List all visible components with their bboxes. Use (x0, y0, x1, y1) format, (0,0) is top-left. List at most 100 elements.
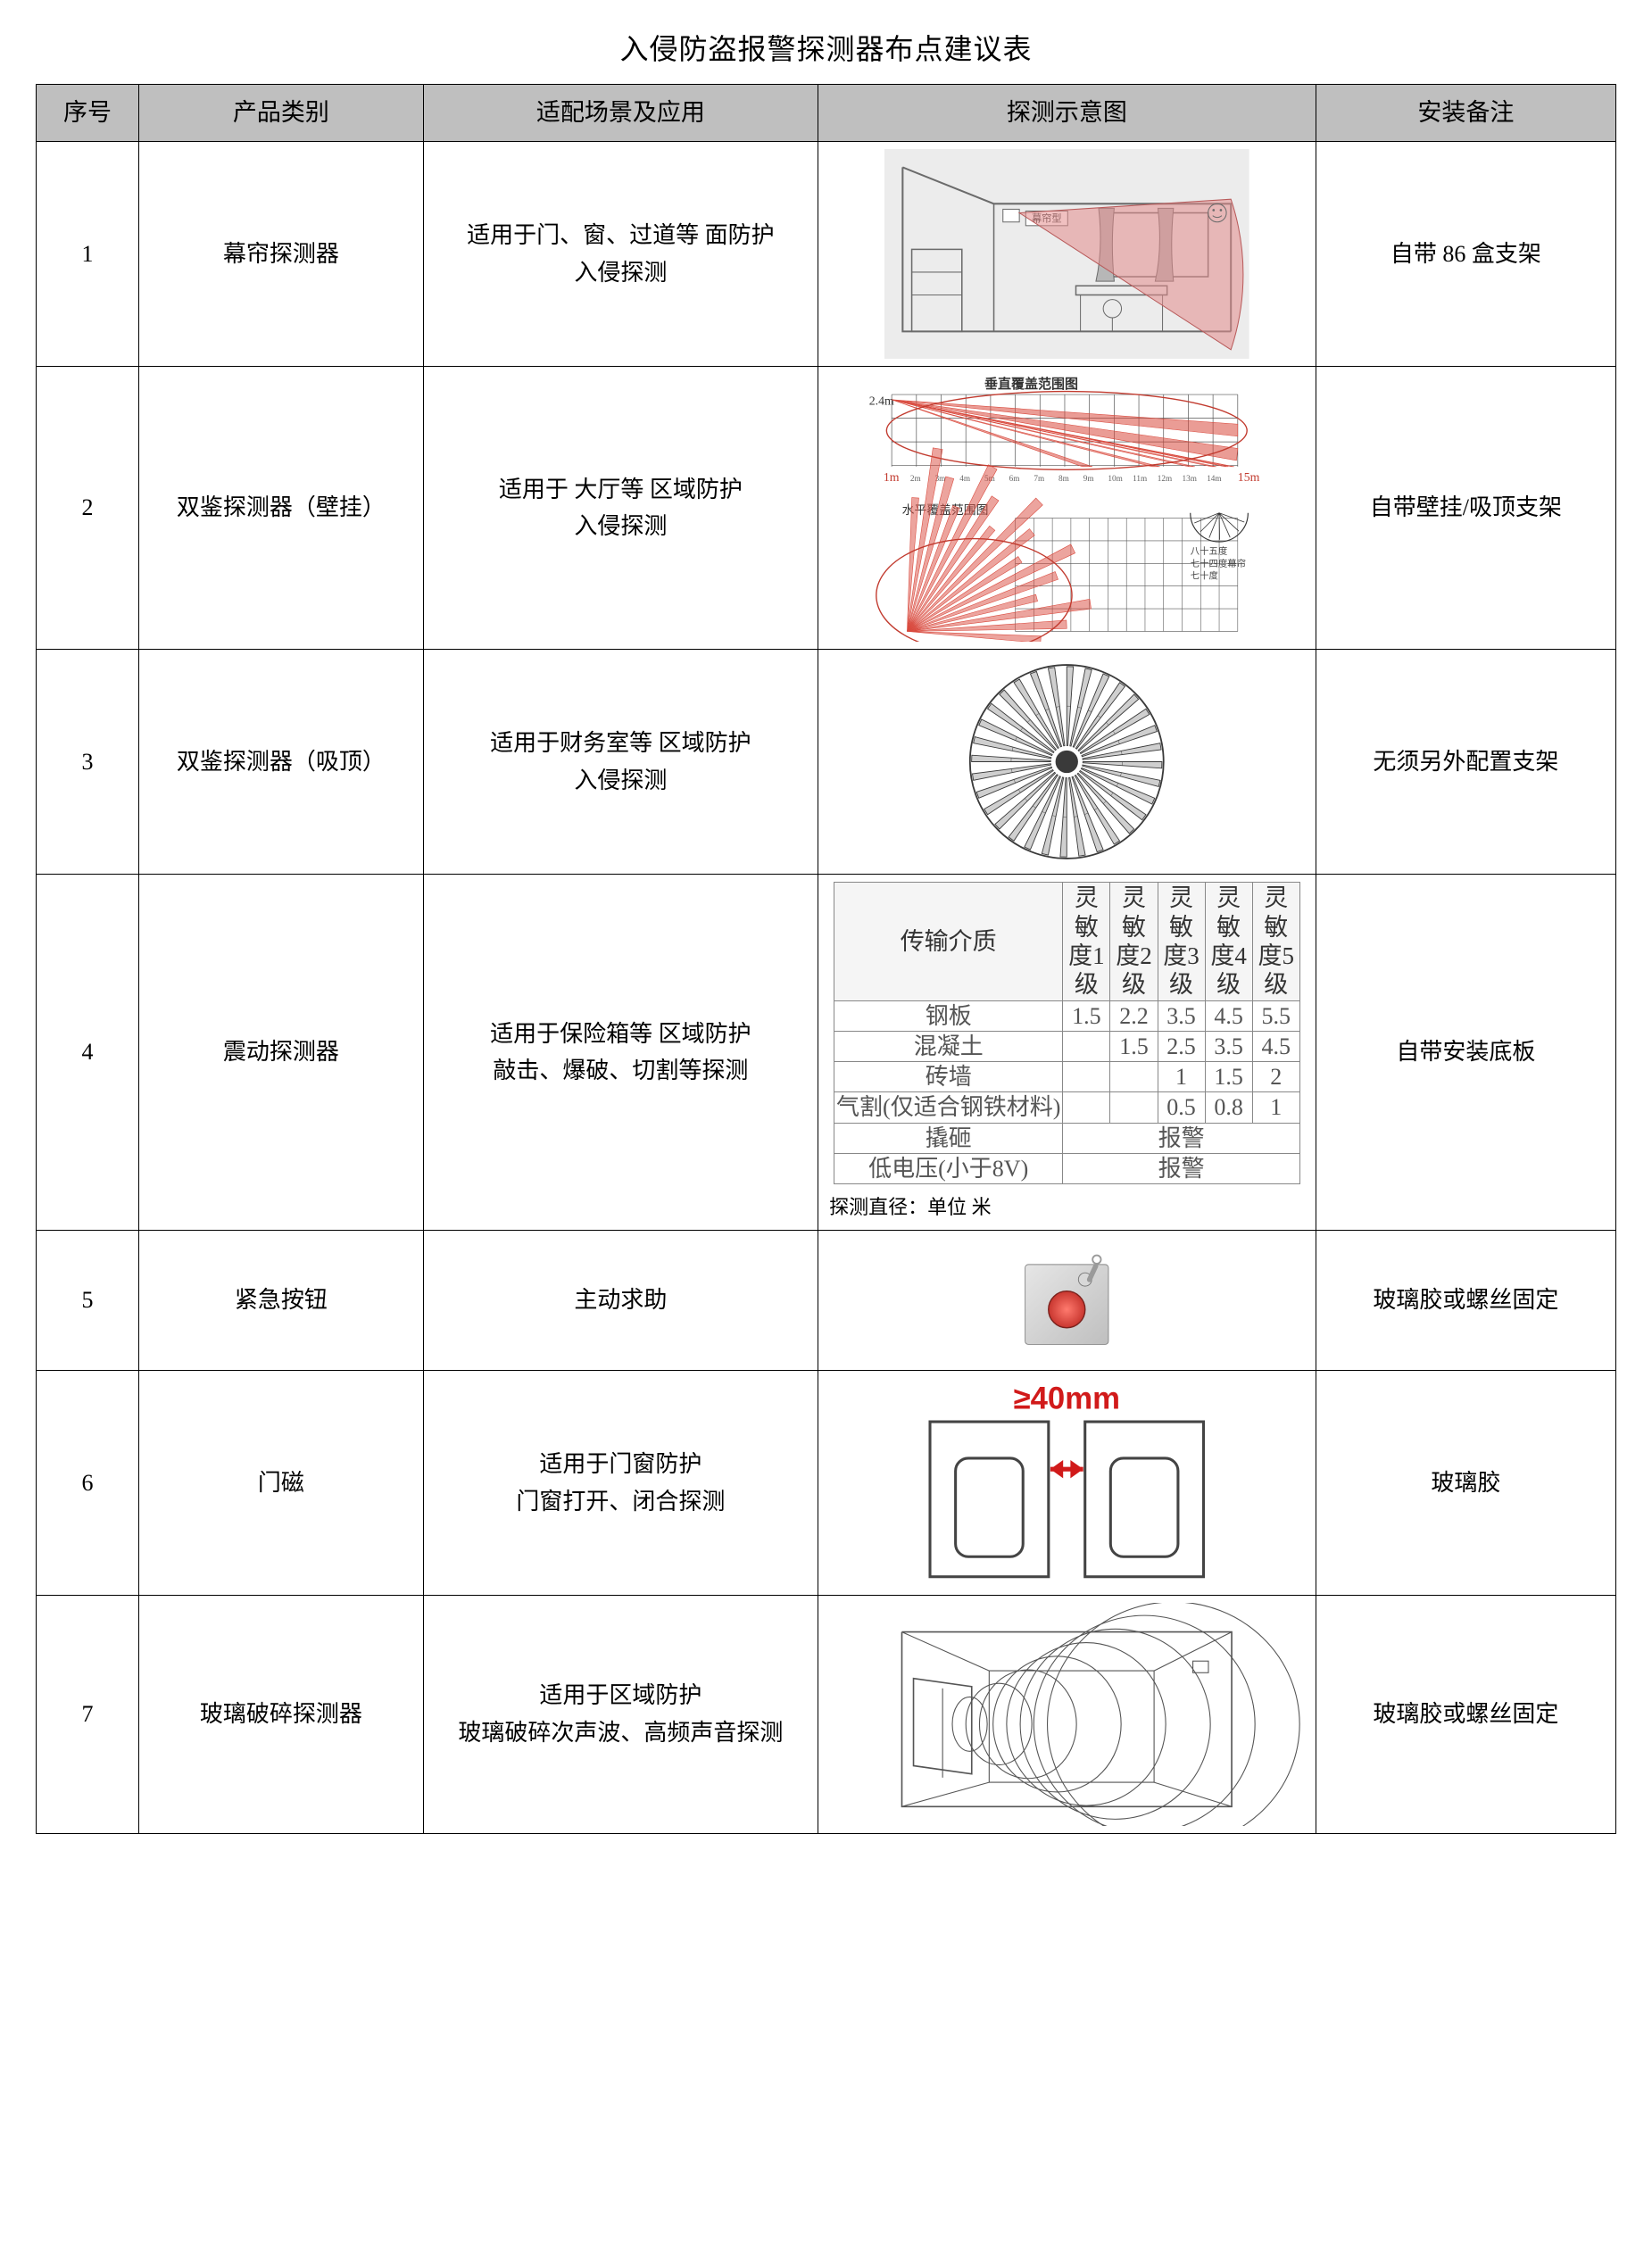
cell-note: 自带 86 盒支架 (1316, 142, 1615, 367)
table-header-row: 序号 产品类别 适配场景及应用 探测示意图 安装备注 (37, 85, 1616, 142)
cell-note: 玻璃胶或螺丝固定 (1316, 1231, 1615, 1371)
cell-scene: 适用于门、窗、过道等 面防护入侵探测 (423, 142, 818, 367)
cell-diagram (818, 1231, 1316, 1371)
svg-text:12m: 12m (1158, 474, 1173, 483)
cell-note: 玻璃胶 (1316, 1371, 1615, 1596)
diagram-panic-button (824, 1238, 1310, 1363)
svg-text:2.4m: 2.4m (869, 394, 894, 408)
table-row: 4震动探测器适用于保险箱等 区域防护敲击、爆破、切割等探测传输介质灵敏度1级灵敏… (37, 875, 1616, 1231)
cell-note: 玻璃胶或螺丝固定 (1316, 1596, 1615, 1834)
sens-col-header: 灵敏度1级 (1063, 883, 1110, 1001)
sens-cell (1063, 1062, 1110, 1092)
cell-num: 7 (37, 1596, 139, 1834)
cell-num: 6 (37, 1371, 139, 1596)
cell-category: 幕帘探测器 (139, 142, 424, 367)
diagram-wall-dual: 垂直覆盖范围图2.4m1m2m3m4m5m6m7m8m9m10m11m12m13… (824, 374, 1310, 642)
svg-text:8m: 8m (1058, 474, 1070, 483)
svg-text:13m: 13m (1183, 474, 1198, 483)
cell-category: 紧急按钮 (139, 1231, 424, 1371)
cell-num: 2 (37, 367, 139, 650)
sens-col-header: 灵敏度5级 (1252, 883, 1299, 1001)
cell-num: 4 (37, 875, 139, 1231)
sens-cell (1063, 1092, 1110, 1123)
sens-cell: 钢板 (834, 1000, 1063, 1031)
diagram-glass-break (824, 1603, 1310, 1826)
sens-cell (1110, 1092, 1158, 1123)
sens-col-header: 传输介质 (834, 883, 1063, 1001)
svg-text:≥40mm: ≥40mm (1014, 1382, 1120, 1416)
table-row: 5紧急按钮主动求助 玻璃胶或螺丝固定 (37, 1231, 1616, 1371)
sens-row: 气割(仅适合钢铁材料)0.50.81 (834, 1092, 1300, 1123)
diagram-door-contact: ≥40mm (824, 1378, 1310, 1588)
sens-cell: 低电压(小于8V) (834, 1153, 1063, 1183)
table-row: 1幕帘探测器适用于门、窗、过道等 面防护入侵探测 幕帘型 自带 86 盒支架 (37, 142, 1616, 367)
cell-diagram: 幕帘型 (818, 142, 1316, 367)
svg-text:垂直覆盖范围图: 垂直覆盖范围图 (984, 376, 1078, 392)
svg-text:10m: 10m (1108, 474, 1124, 483)
header-diagram: 探测示意图 (818, 85, 1316, 142)
sens-cell: 2.5 (1158, 1031, 1205, 1061)
sens-cell: 3.5 (1158, 1000, 1205, 1031)
diagram-sensitivity-table: 传输介质灵敏度1级灵敏度2级灵敏度3级灵敏度4级灵敏度5级钢板1.52.23.5… (824, 882, 1310, 1223)
sens-cell: 撬砸 (834, 1123, 1063, 1153)
cell-diagram: 传输介质灵敏度1级灵敏度2级灵敏度3级灵敏度4级灵敏度5级钢板1.52.23.5… (818, 875, 1316, 1231)
sens-span-row: 撬砸报警 (834, 1123, 1300, 1153)
cell-num: 1 (37, 142, 139, 367)
sens-cell: 2 (1252, 1062, 1299, 1092)
svg-text:七十度: 七十度 (1191, 570, 1218, 582)
sens-row: 砖墙11.52 (834, 1062, 1300, 1092)
sens-row: 混凝土1.52.53.54.5 (834, 1031, 1300, 1061)
page-title: 入侵防盗报警探测器布点建议表 (36, 27, 1616, 68)
sens-cell: 1.5 (1205, 1062, 1252, 1092)
svg-text:1m: 1m (884, 470, 900, 484)
cell-category: 玻璃破碎探测器 (139, 1596, 424, 1834)
sens-caption: 探测直径：单位 米 (824, 1191, 1310, 1223)
sens-cell: 报警 (1063, 1123, 1299, 1153)
cell-note: 自带壁挂/吸顶支架 (1316, 367, 1615, 650)
sens-cell: 混凝土 (834, 1031, 1063, 1061)
sens-cell: 4.5 (1205, 1000, 1252, 1031)
sens-cell: 1 (1252, 1092, 1299, 1123)
sens-cell (1110, 1062, 1158, 1092)
cell-category: 震动探测器 (139, 875, 424, 1231)
sens-cell: 1 (1158, 1062, 1205, 1092)
header-note: 安装备注 (1316, 85, 1615, 142)
cell-diagram (818, 650, 1316, 875)
sens-col-header: 灵敏度4级 (1205, 883, 1252, 1001)
sens-col-header: 灵敏度3级 (1158, 883, 1205, 1001)
table-row: 2双鉴探测器（壁挂）适用于 大厅等 区域防护入侵探测垂直覆盖范围图2.4m1m2… (37, 367, 1616, 650)
cell-scene: 适用于区域防护玻璃破碎次声波、高频声音探测 (423, 1596, 818, 1834)
svg-text:4m: 4m (959, 474, 971, 483)
sens-cell: 报警 (1063, 1153, 1299, 1183)
svg-text:7m: 7m (1034, 474, 1045, 483)
cell-num: 5 (37, 1231, 139, 1371)
header-scene: 适配场景及应用 (423, 85, 818, 142)
svg-text:七十四度幕帘: 七十四度幕帘 (1191, 558, 1246, 569)
sens-cell: 1.5 (1063, 1000, 1110, 1031)
svg-text:11m: 11m (1133, 474, 1148, 483)
sens-cell: 5.5 (1252, 1000, 1299, 1031)
sens-cell: 3.5 (1205, 1031, 1252, 1061)
diagram-curtain-room: 幕帘型 (824, 149, 1310, 359)
cell-diagram (818, 1596, 1316, 1834)
table-row: 3双鉴探测器（吸顶）适用于财务室等 区域防护入侵探测无须另外配置支架 (37, 650, 1616, 875)
detector-table: 序号 产品类别 适配场景及应用 探测示意图 安装备注 1幕帘探测器适用于门、窗、… (36, 84, 1616, 1834)
svg-text:14m: 14m (1207, 474, 1222, 483)
sens-cell: 0.8 (1205, 1092, 1252, 1123)
sens-cell (1063, 1031, 1110, 1061)
table-row: 6门磁适用于门窗防护门窗打开、闭合探测 ≥40mm 玻璃胶 (37, 1371, 1616, 1596)
diagram-ceiling-radial (824, 657, 1310, 867)
sens-cell: 气割(仅适合钢铁材料) (834, 1092, 1063, 1123)
table-row: 7玻璃破碎探测器适用于区域防护玻璃破碎次声波、高频声音探测 玻璃胶或螺丝固定 (37, 1596, 1616, 1834)
svg-text:八十五度: 八十五度 (1191, 545, 1228, 557)
cell-scene: 适用于财务室等 区域防护入侵探测 (423, 650, 818, 875)
cell-scene: 适用于 大厅等 区域防护入侵探测 (423, 367, 818, 650)
cell-scene: 主动求助 (423, 1231, 818, 1371)
header-num: 序号 (37, 85, 139, 142)
sens-cell: 1.5 (1110, 1031, 1158, 1061)
cell-num: 3 (37, 650, 139, 875)
sensitivity-inner-table: 传输介质灵敏度1级灵敏度2级灵敏度3级灵敏度4级灵敏度5级钢板1.52.23.5… (834, 882, 1300, 1184)
cell-diagram: ≥40mm (818, 1371, 1316, 1596)
svg-text:15m: 15m (1238, 470, 1260, 484)
cell-scene: 适用于门窗防护门窗打开、闭合探测 (423, 1371, 818, 1596)
